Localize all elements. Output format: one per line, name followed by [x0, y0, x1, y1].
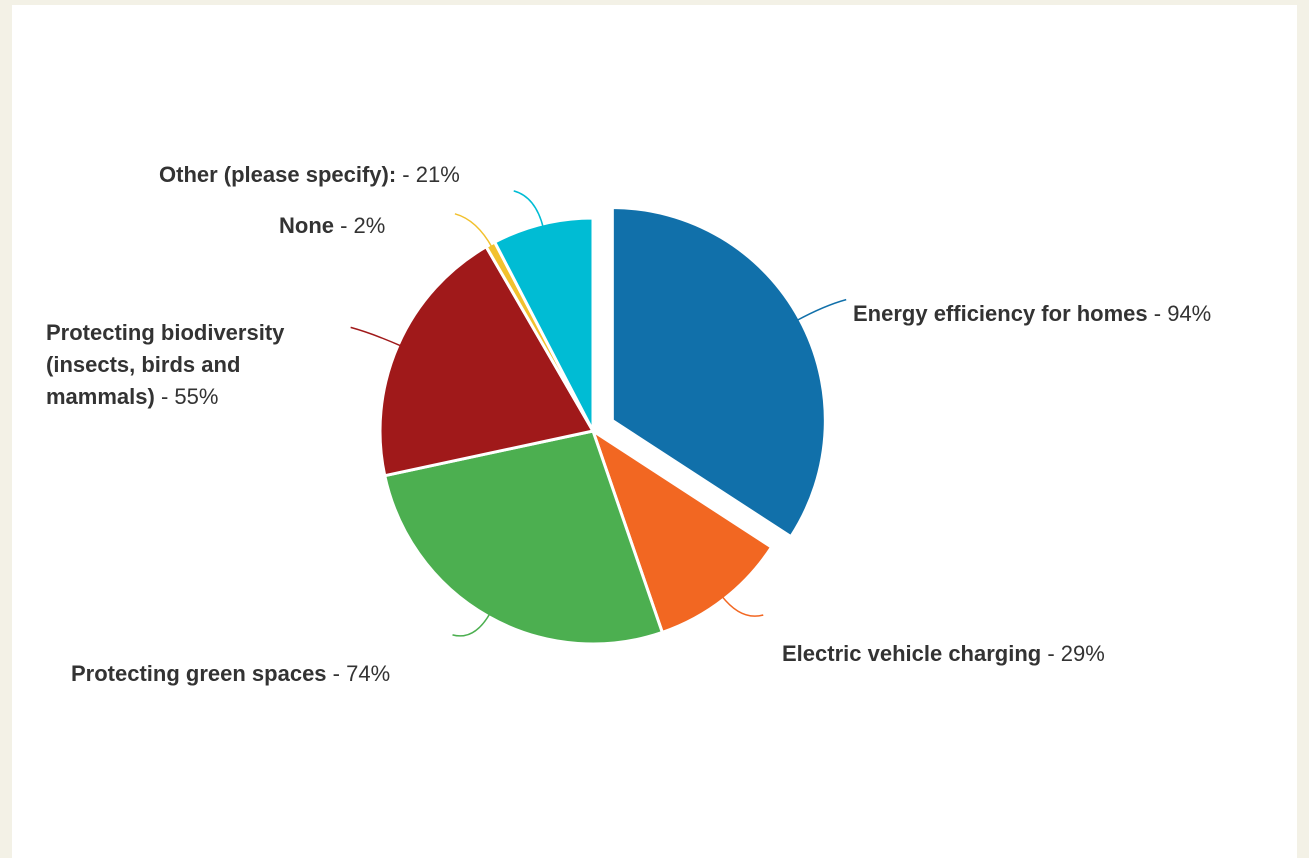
- label-energy-efficiency: Energy efficiency for homes - 94%: [853, 301, 1211, 326]
- label-biodiversity-line2: (insects, birds and: [46, 352, 240, 377]
- label-biodiversity-line3: mammals) - 55%: [46, 384, 218, 409]
- label-green-spaces: Protecting green spaces - 74%: [71, 661, 390, 686]
- label-none: None - 2%: [279, 213, 385, 238]
- leader-line-1: [720, 595, 764, 617]
- leader-line-0: [795, 298, 847, 322]
- label-electric-vehicle: Electric vehicle charging - 29%: [782, 641, 1105, 666]
- leader-line-3: [350, 326, 403, 348]
- leader-line-5: [513, 190, 545, 229]
- leader-line-2: [452, 612, 491, 637]
- label-biodiversity: Protecting biodiversity: [46, 320, 285, 345]
- label-other: Other (please specify): - 21%: [159, 162, 460, 187]
- leader-line-4: [454, 213, 493, 249]
